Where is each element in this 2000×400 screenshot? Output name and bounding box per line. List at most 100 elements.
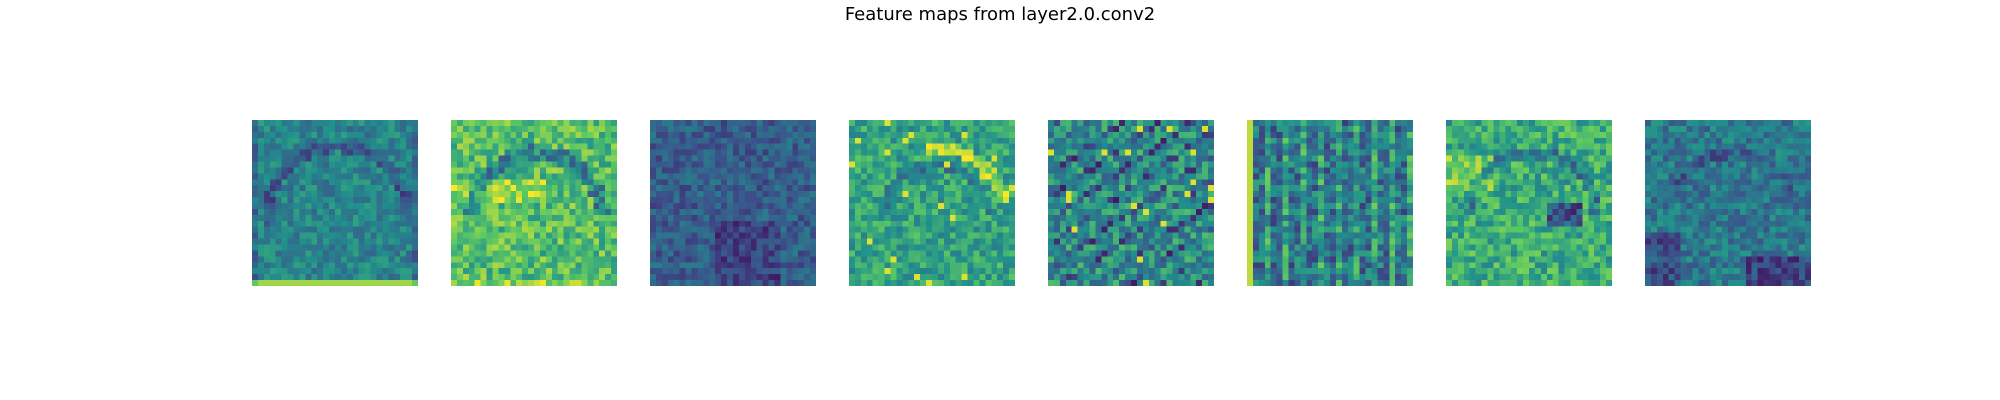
heatmap-cell <box>1282 232 1289 239</box>
heatmap-cell <box>257 179 265 186</box>
heatmap-cell <box>281 120 288 127</box>
heatmap-cell <box>1270 161 1277 168</box>
heatmap-cell <box>593 137 600 145</box>
heatmap-cell <box>762 173 769 180</box>
heatmap-cell <box>1154 185 1161 192</box>
heatmap-cell <box>1365 238 1372 245</box>
heatmap-cell <box>902 262 909 269</box>
heatmap-cell <box>451 203 458 210</box>
heatmap-cell <box>335 191 342 198</box>
heatmap-cell <box>1359 232 1366 239</box>
heatmap-cell <box>376 250 383 257</box>
heatmap-cell <box>1451 155 1459 162</box>
heatmap-cell <box>557 250 564 257</box>
heatmap-cell <box>605 232 612 239</box>
heatmap-cell <box>1276 155 1283 162</box>
heatmap-cell <box>1276 203 1283 210</box>
heatmap-cell <box>1347 226 1355 233</box>
heatmap-cell <box>679 120 686 127</box>
heatmap-cell <box>1101 167 1108 174</box>
heatmap-cell <box>1077 214 1084 222</box>
heatmap-cell <box>593 191 600 198</box>
heatmap-cell <box>486 125 493 133</box>
heatmap-cell <box>352 203 360 210</box>
heatmap-cell <box>762 256 769 263</box>
heatmap-cell <box>299 208 306 216</box>
heatmap-cell <box>456 125 464 133</box>
heatmap-cell <box>587 274 594 281</box>
heatmap-cell <box>786 179 793 186</box>
heatmap-cell <box>1003 250 1010 257</box>
heatmap-cell <box>281 173 288 180</box>
heatmap-cell <box>715 203 722 210</box>
heatmap-cell <box>721 208 728 216</box>
heatmap-cell <box>1119 274 1126 281</box>
heatmap-cell <box>1184 274 1191 281</box>
heatmap-cell <box>703 120 710 127</box>
heatmap-cell <box>1371 131 1378 139</box>
heatmap-cell <box>878 244 885 251</box>
heatmap-cell <box>1335 238 1343 245</box>
heatmap-cell <box>697 155 704 162</box>
heatmap-cell <box>991 268 998 275</box>
heatmap-cell <box>293 120 300 127</box>
heatmap-cell <box>451 256 458 263</box>
heatmap-cell <box>545 191 553 198</box>
heatmap-cell <box>1154 143 1161 150</box>
heatmap-cell <box>382 120 389 127</box>
heatmap-cell <box>1053 280 1061 286</box>
heatmap-cell <box>1258 161 1266 168</box>
heatmap-cell <box>599 244 606 251</box>
heatmap-cell <box>1065 167 1073 174</box>
heatmap-cell <box>563 197 570 204</box>
heatmap-cell <box>451 125 458 133</box>
heatmap-cell <box>510 173 517 180</box>
heatmap-cell <box>750 238 758 245</box>
heatmap-cell <box>798 220 805 228</box>
heatmap-cell <box>1446 167 1453 174</box>
heatmap-cell <box>1154 125 1161 133</box>
heatmap-cell <box>346 161 354 168</box>
heatmap-cell <box>1401 125 1408 133</box>
heatmap-cell <box>1335 143 1343 150</box>
heatmap-cell <box>539 274 547 281</box>
heatmap-cell <box>569 220 576 228</box>
heatmap-cell <box>774 232 781 239</box>
heatmap-cell <box>1071 268 1078 275</box>
heatmap-cell <box>890 226 897 233</box>
heatmap-cell <box>997 268 1004 275</box>
heatmap-cell <box>498 185 505 192</box>
heatmap-cell <box>1558 120 1565 127</box>
heatmap-cell <box>949 125 957 133</box>
heatmap-cell <box>1318 244 1325 251</box>
heatmap-cell <box>480 256 487 263</box>
heatmap-cell <box>920 262 927 269</box>
heatmap-cell <box>1306 238 1313 245</box>
heatmap-cell <box>281 203 288 210</box>
heatmap-cell <box>1166 214 1173 222</box>
heatmap-cell <box>727 161 734 168</box>
heatmap-cell <box>709 268 716 275</box>
heatmap-cell <box>985 244 992 251</box>
heatmap-cell <box>1341 191 1349 198</box>
heatmap-cell <box>287 197 294 204</box>
heatmap-cell <box>1383 244 1390 251</box>
heatmap-cell <box>311 161 318 168</box>
heatmap-cell <box>896 161 903 168</box>
heatmap-cell <box>323 131 330 139</box>
heatmap-cell <box>768 131 775 139</box>
heatmap-cell <box>468 179 476 186</box>
heatmap-cell <box>667 185 675 192</box>
heatmap-cell <box>715 250 722 257</box>
heatmap-cell <box>1196 208 1203 216</box>
heatmap-cell <box>486 120 493 127</box>
heatmap-cell <box>860 137 868 145</box>
heatmap-cell <box>504 137 511 145</box>
heatmap-cell <box>1065 256 1073 263</box>
heatmap-cell <box>715 155 722 162</box>
heatmap-cell <box>1270 214 1277 222</box>
heatmap-cell <box>1294 250 1301 257</box>
heatmap-cell <box>400 203 407 210</box>
heatmap-cell <box>1003 191 1010 198</box>
heatmap-cell <box>1059 131 1067 139</box>
